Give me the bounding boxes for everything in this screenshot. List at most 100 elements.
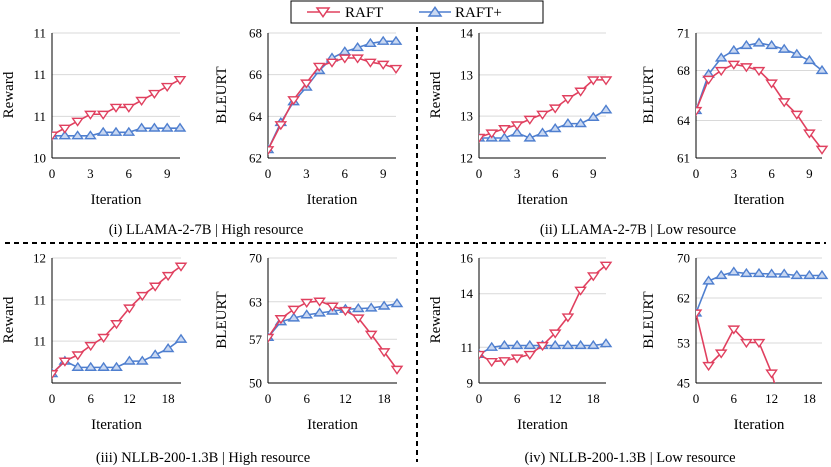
point-raft-plus [803,54,816,65]
point-raft [84,110,97,120]
x-tick-label: 18 [587,391,600,406]
point-raft-plus [536,127,549,137]
point-raft-plus [122,126,136,136]
point-raft-plus [714,269,728,280]
point-raft [523,350,537,361]
x-tick-label: 12 [765,391,778,406]
y-tick-label: 14 [460,26,474,41]
point-raft [586,76,600,86]
point-raft-plus [510,127,524,137]
point-raft [740,63,753,73]
point-raft-plus [790,48,804,58]
point-raft [160,82,174,93]
x-tick-label: 6 [87,391,94,406]
y-tick-label: 57 [249,332,263,347]
point-raft-plus [377,300,391,310]
point-raft [300,298,314,308]
point-raft [389,64,403,74]
y-tick-label: 16 [460,251,474,266]
subplot-llama-low-reward: 12 13 13 14 0 3 6 9 Iteration Reward [428,26,613,208]
y-axis-label: Reward [1,71,17,118]
point-raft-plus [110,361,123,371]
point-raft-plus [548,339,562,350]
y-tick-label: 11 [33,334,46,349]
legend-entry-raft [307,7,340,19]
point-raft-plus [740,267,753,278]
x-tick-label: 6 [731,391,738,406]
point-raft [52,131,59,141]
point-raft-plus [815,269,829,280]
series-line-raft-plus [696,42,823,111]
point-raft [498,125,511,135]
series-raft-plus [696,266,829,317]
point-raft [765,79,778,89]
x-tick-label: 6 [552,166,559,181]
point-raft [586,272,600,282]
point-raft [485,358,499,368]
y-tick-label: 61 [677,151,690,166]
point-raft [727,325,741,335]
subplot-llama-high-reward: 10 11 11 11 0 3 6 9 Iteration Reward [1,26,187,208]
point-raft-plus [71,361,85,371]
x-tick-label: 6 [303,391,310,406]
legend-marker-raft-plus [427,5,443,17]
point-raft [536,341,549,352]
point-raft-plus [586,339,600,350]
legend-label-raft-plus: RAFT+ [455,5,502,21]
point-raft-plus [300,309,314,319]
y-tick-label: 12 [33,251,46,266]
point-raft-plus [752,267,766,278]
x-axis-label: Iteration [307,192,358,208]
y-tick-label: 66 [249,67,263,82]
point-raft-plus [389,35,403,45]
series-raft-plus [268,35,403,154]
y-tick-label: 53 [677,336,690,351]
point-raft-plus [174,333,188,343]
point-raft [377,348,391,358]
point-raft-plus [58,130,72,140]
caption-nllb-low: (iv) NLLB-200-1.3B | Low resource [524,450,735,466]
point-raft-plus [523,132,537,142]
subplot-nllb-low-reward: 9 11 14 16 0 6 12 18 Iteration Reward [428,251,613,433]
point-raft-plus [498,339,511,350]
y-tick-label: 10 [33,151,46,166]
y-axis-label: BLEURT [641,291,657,348]
point-raft [313,297,326,307]
y-tick-label: 11 [33,292,46,307]
point-raft-plus [561,339,575,350]
point-raft [109,103,123,113]
y-tick-label: 13 [460,109,473,124]
caption-llama-high: (i) LLAMA-2-7B | High resource [109,222,304,238]
x-tick-label: 9 [164,166,171,181]
point-raft-plus [790,269,804,280]
x-axis-label: Iteration [517,417,568,433]
point-raft-plus [390,298,404,308]
point-raft [148,89,161,99]
x-tick-label: 9 [590,166,597,181]
point-raft [727,60,741,70]
series-raft [268,54,403,156]
legend-entry-raft-plus [419,5,451,17]
point-raft [510,354,524,364]
series-raft-plus [479,104,613,142]
point-raft [574,87,587,97]
series-raft [696,309,778,383]
point-raft-plus [364,302,378,312]
point-raft [287,305,301,315]
point-raft-plus [599,104,613,114]
legend: RAFT RAFT+ [290,0,544,24]
x-tick-label: 12 [339,391,352,406]
point-raft-plus [777,43,791,53]
point-raft-plus [740,39,753,50]
x-axis-label: Iteration [734,417,785,433]
y-tick-label: 11 [33,109,46,124]
point-raft-plus [586,111,600,121]
point-raft-plus [135,122,148,132]
x-axis-label: Iteration [307,417,358,433]
point-raft-plus [148,349,162,359]
point-raft [274,315,288,325]
point-raft-plus [752,37,766,47]
y-tick-label: 11 [33,67,46,82]
point-raft [815,145,829,155]
point-raft-plus [523,339,537,350]
